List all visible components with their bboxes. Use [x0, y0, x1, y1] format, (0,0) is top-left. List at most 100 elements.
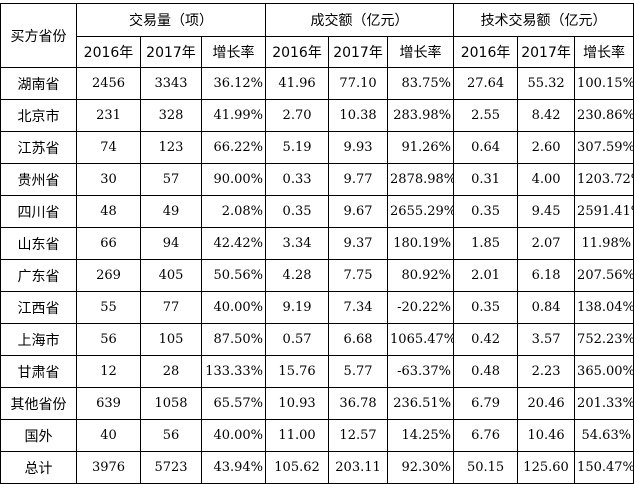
row-label: 上海市: [0, 323, 77, 356]
turnover-group-header: 成交额（亿元）: [265, 3, 455, 37]
table-cell: 12.57: [328, 419, 389, 452]
table-cell: 40.00%: [200, 291, 267, 324]
table-cell: 12: [76, 355, 141, 388]
table-cell: 231: [76, 99, 141, 132]
table-row: 贵州省 30 57 90.00% 0.33 9.77 2878.98% 0.31 4.00 120…: [0, 163, 634, 196]
table-cell: 0.31: [453, 163, 519, 196]
row-label: 北京市: [0, 99, 77, 132]
table-cell: 2.08%: [200, 195, 267, 228]
table-cell: 1058: [140, 387, 202, 420]
table-cell: 2456: [76, 67, 141, 100]
table-cell: 123: [140, 131, 202, 164]
table-row: 广东省 269 405 50.56% 4.28 7.75 80.92% 2.01 6.18 207…: [0, 259, 634, 292]
table-cell: 28: [140, 355, 202, 388]
row-label: 四川省: [0, 195, 77, 228]
table-cell: 125.60: [517, 451, 576, 484]
table-cell: 207.56%: [574, 259, 634, 292]
table-cell: 7.34: [328, 291, 389, 324]
table-cell: 50.56%: [200, 259, 267, 292]
table-cell: 80.92%: [387, 259, 455, 292]
table-cell: 283.98%: [387, 99, 455, 132]
table-cell: 203.11: [328, 451, 389, 484]
table-cell: 30: [76, 163, 141, 196]
table-cell: 9.67: [328, 195, 389, 228]
table-cell: 180.19%: [387, 227, 455, 260]
table-cell: 150.47%: [574, 451, 634, 484]
table-cell: 56: [140, 419, 202, 452]
table-cell: -20.22%: [387, 291, 455, 324]
table-row: 北京市 231 328 41.99% 2.70 10.38 283.98% 2.55 8.42 2…: [0, 99, 634, 132]
table-cell: 105.62: [265, 451, 330, 484]
table-cell: 7.75: [328, 259, 389, 292]
table-cell: 236.51%: [387, 387, 455, 420]
table-cell: 0.35: [453, 195, 519, 228]
table-cell: 41.99%: [200, 99, 267, 132]
table-cell: 14.25%: [387, 419, 455, 452]
table-cell: 77: [140, 291, 202, 324]
table-cell: 90.00%: [200, 163, 267, 196]
table-cell: 9.45: [517, 195, 576, 228]
table-cell: 55.32: [517, 67, 576, 100]
table-row: 四川省 48 49 2.08% 0.35 9.67 2655.29% 0.35 9.45 2591…: [0, 195, 634, 228]
table-cell: 9.77: [328, 163, 389, 196]
subheader-cell: 2016年: [453, 36, 519, 68]
table-cell: 365.00%: [574, 355, 634, 388]
table-cell: 41.96: [265, 67, 330, 100]
table-cell: 9.19: [265, 291, 330, 324]
table-cell: 2.60: [517, 131, 576, 164]
table-cell: 2591.41%: [574, 195, 634, 228]
table-cell: 57: [140, 163, 202, 196]
table-cell: 8.42: [517, 99, 576, 132]
subheader-cell: 2017年: [140, 36, 202, 68]
volume-group-header: 交易量（项）: [75, 3, 267, 37]
table-row: 湖南省 2456 3343 36.12% 41.96 77.10 83.75% 27.64 55…: [0, 67, 634, 100]
table-cell: 2655.29%: [387, 195, 455, 228]
table-cell: 66.22%: [200, 131, 267, 164]
row-label: 贵州省: [0, 163, 77, 196]
table-cell: 105: [140, 323, 202, 356]
table-cell: 9.37: [328, 227, 389, 260]
table-cell: 4.00: [517, 163, 576, 196]
table-cell: 1.85: [453, 227, 519, 260]
row-label: 广东省: [0, 259, 77, 292]
row-label: 甘肃省: [0, 355, 77, 388]
transaction-table: 买方省份 交易量（项） 成交额（亿元） 技术交易额（亿元） 2016年 2017…: [0, 3, 634, 484]
table-cell: 50.15: [453, 451, 519, 484]
table-cell: 4.28: [265, 259, 330, 292]
table-cell: 639: [76, 387, 141, 420]
table-cell: 6.79: [453, 387, 519, 420]
subheader-cell: 2017年: [517, 36, 576, 68]
table-cell: 0.35: [453, 291, 519, 324]
table-row: 总计 3976 5723 43.94% 105.62 203.11 92.30% 50.15 1…: [0, 451, 634, 484]
table-cell: 11.00: [265, 419, 330, 452]
table-cell: 752.23%: [574, 323, 634, 356]
table-cell: 27.64: [453, 67, 519, 100]
table-cell: 74: [76, 131, 141, 164]
table-cell: 2.01: [453, 259, 519, 292]
table-cell: 36.12%: [200, 67, 267, 100]
table-cell: 269: [76, 259, 141, 292]
subheader-cell: 2017年: [328, 36, 389, 68]
table-cell: 0.42: [453, 323, 519, 356]
table-cell: 10.38: [328, 99, 389, 132]
table-cell: 2.23: [517, 355, 576, 388]
table-cell: 36.78: [328, 387, 389, 420]
subheader-cell: 增长率: [200, 36, 267, 68]
table-cell: 3.57: [517, 323, 576, 356]
table-cell: 133.33%: [200, 355, 267, 388]
table-cell: 3976: [76, 451, 141, 484]
table-cell: 42.42%: [200, 227, 267, 260]
table-cell: 6.18: [517, 259, 576, 292]
table-cell: 66: [76, 227, 141, 260]
table-cell: 0.64: [453, 131, 519, 164]
table-cell: 138.04%: [574, 291, 634, 324]
table-cell: 0.48: [453, 355, 519, 388]
table-cell: 54.63%: [574, 419, 634, 452]
table-cell: 5723: [140, 451, 202, 484]
table-cell: 15.76: [265, 355, 330, 388]
table-cell: 100.15%: [574, 67, 634, 100]
table-cell: 0.57: [265, 323, 330, 356]
table-cell: 201.33%: [574, 387, 634, 420]
subheader-cell: 2016年: [76, 36, 141, 68]
table-cell: 40: [76, 419, 141, 452]
